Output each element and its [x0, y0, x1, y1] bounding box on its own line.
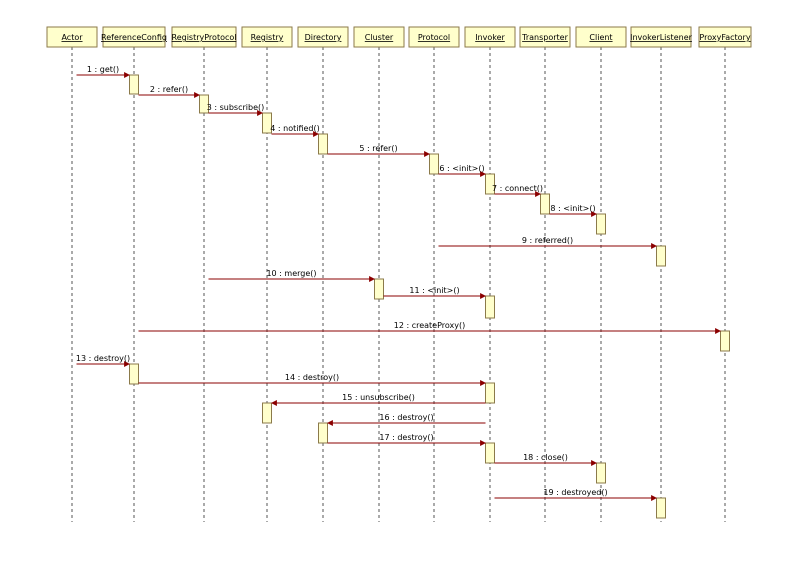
- participant-label: Protocol: [418, 33, 450, 42]
- participant-label: InvokerListener: [630, 33, 693, 42]
- message-label: 4 : notified(): [270, 124, 319, 133]
- message-label: 9 : referred(): [522, 236, 573, 245]
- activation-bar: [720, 330, 730, 352]
- participant-invokerlistener: InvokerListener: [630, 26, 693, 48]
- activation-bar: [199, 94, 209, 114]
- message-label: 1 : get(): [87, 65, 119, 74]
- activation-bar: [596, 213, 606, 235]
- participant-box: [698, 26, 752, 48]
- message-label: 10 : merge(): [266, 269, 316, 278]
- participant-label: Cluster: [365, 33, 394, 42]
- activation-bar: [129, 363, 139, 385]
- message-9: 9 : referred(): [438, 236, 658, 249]
- activation-bar: [318, 133, 328, 155]
- participant-label: ReferenceConfig: [101, 33, 167, 42]
- participant-label: ProxyFactory: [699, 33, 750, 42]
- participant-box: [353, 26, 405, 48]
- message-1: 1 : get(): [76, 65, 131, 78]
- participant-directory: Directory: [297, 26, 349, 48]
- message-12: 12 : createProxy(): [138, 321, 722, 334]
- participant-client: Client: [575, 26, 627, 48]
- participant-cluster: Cluster: [353, 26, 405, 48]
- message-label: 18 : close(): [523, 453, 568, 462]
- activation-bar: [262, 112, 272, 134]
- message-label: 6 : <init>(): [439, 164, 484, 173]
- participant-registry: Registry: [241, 26, 293, 48]
- activation-bar: [262, 402, 272, 424]
- message-13: 13 : destroy(): [76, 354, 130, 367]
- participant-box: [464, 26, 516, 48]
- participant-box: [575, 26, 627, 48]
- message-8: 8 : <init>(): [549, 204, 598, 217]
- activation-bar: [485, 295, 495, 319]
- activation-bar: [485, 173, 495, 195]
- message-4: 4 : notified(): [270, 124, 320, 137]
- activation-bar: [540, 193, 550, 215]
- activation-bar: [596, 462, 606, 484]
- activation-bar: [318, 422, 328, 444]
- activation-bar: [429, 153, 439, 175]
- message-label: 16 : destroy(): [379, 413, 433, 422]
- message-18: 18 : close(): [494, 453, 598, 466]
- message-label: 8 : <init>(): [550, 204, 595, 213]
- message-5: 5 : refer(): [327, 144, 431, 157]
- participant-label: RegistryProtocol: [172, 33, 237, 42]
- activation-bar: [485, 442, 495, 464]
- participant-box: [519, 26, 571, 48]
- message-15: 15 : unsubscribe(): [270, 393, 486, 406]
- participant-actor: Actor: [46, 26, 98, 48]
- message-label: 7 : connect(): [492, 184, 543, 193]
- message-label: 12 : createProxy(): [394, 321, 466, 330]
- participant-transporter: Transporter: [519, 26, 571, 48]
- participant-label: Transporter: [521, 33, 568, 42]
- participant-label: Invoker: [475, 33, 505, 42]
- message-11: 11 : <init>(): [383, 286, 487, 299]
- participant-box: [297, 26, 349, 48]
- message-label: 15 : unsubscribe(): [342, 393, 415, 402]
- participant-box: [102, 26, 166, 48]
- message-label: 17 : destroy(): [379, 433, 433, 442]
- message-17: 17 : destroy(): [327, 433, 487, 446]
- message-10: 10 : merge(): [208, 269, 376, 282]
- participant-label: Actor: [61, 33, 83, 42]
- message-label: 14 : destroy(): [285, 373, 339, 382]
- message-7: 7 : connect(): [492, 184, 543, 197]
- message-3: 3 : subscribe(): [207, 103, 265, 116]
- participant-box: [408, 26, 460, 48]
- message-6: 6 : <init>(): [438, 164, 487, 177]
- message-14: 14 : destroy(): [138, 373, 487, 386]
- participant-box: [241, 26, 293, 48]
- message-label: 13 : destroy(): [76, 354, 130, 363]
- activation-bar: [656, 497, 666, 519]
- message-19: 19 : destroyed(): [494, 488, 658, 501]
- participant-invoker: Invoker: [464, 26, 516, 48]
- participant-label: Registry: [251, 33, 284, 42]
- message-2: 2 : refer(): [138, 85, 201, 98]
- participant-registryprotocol: RegistryProtocol: [171, 26, 237, 48]
- participant-referenceconfig: ReferenceConfig: [101, 26, 167, 48]
- message-label: 19 : destroyed(): [543, 488, 607, 497]
- participant-box: [46, 26, 98, 48]
- activation-bar: [129, 74, 139, 95]
- message-label: 3 : subscribe(): [207, 103, 265, 112]
- activation-bar: [656, 245, 666, 267]
- message-16: 16 : destroy(): [326, 413, 486, 426]
- participant-label: Client: [589, 33, 612, 42]
- message-label: 11 : <init>(): [409, 286, 459, 295]
- participant-box: [171, 26, 237, 48]
- participant-protocol: Protocol: [408, 26, 460, 48]
- activation-bar: [374, 278, 384, 300]
- message-label: 5 : refer(): [359, 144, 397, 153]
- participant-box: [630, 26, 692, 48]
- participant-proxyfactory: ProxyFactory: [698, 26, 752, 48]
- activation-bar: [485, 382, 495, 404]
- participant-label: Directory: [305, 33, 342, 42]
- message-label: 2 : refer(): [150, 85, 188, 94]
